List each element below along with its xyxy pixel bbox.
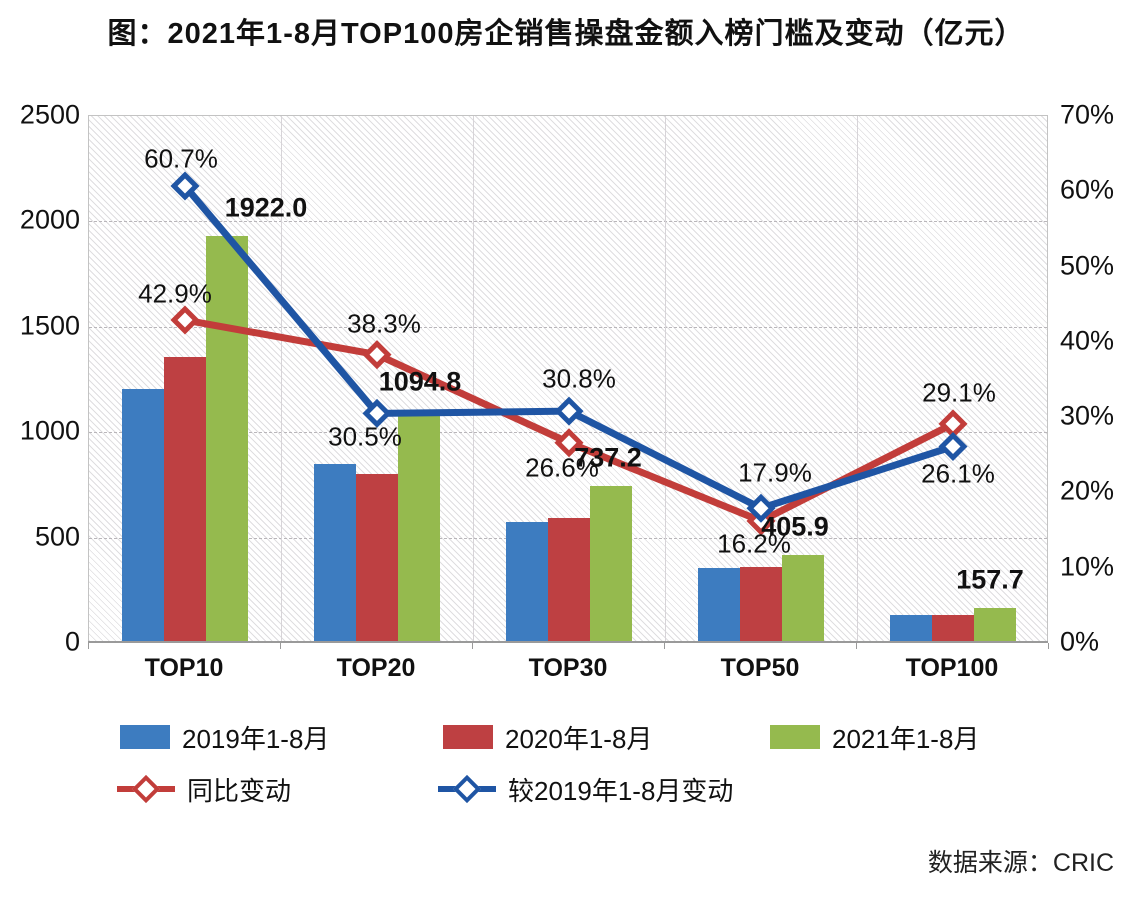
x-axis-tickmark: [280, 643, 281, 649]
left-axis-tick-label: 0: [64, 626, 80, 657]
left-axis-tick-label: 1500: [19, 310, 80, 341]
pct-label-较2019年1-8月变动-TOP50: 17.9%: [738, 457, 812, 488]
vertical-gridline: [665, 116, 666, 641]
x-axis-tickmark: [856, 643, 857, 649]
blue-line-marker-icon: [438, 774, 496, 804]
x-axis-tickmark: [88, 643, 89, 649]
bar-2019年1-8月-TOP100: [890, 614, 932, 641]
x-axis-label-TOP10: TOP10: [144, 654, 224, 682]
bar-2021年1-8月-TOP30: [590, 485, 632, 641]
x-axis-tickmark: [1048, 643, 1049, 649]
data-source-note: 数据来源：CRIC: [927, 849, 1114, 877]
plot-area: 1922.0 1094.8 737.2 405.9 157.7 42.9% 38.3% 26.…: [88, 115, 1048, 642]
right-axis-tick-label: 50%: [1060, 250, 1115, 281]
x-axis-tickmark: [664, 643, 665, 649]
right-axis-tick-label: 70%: [1060, 99, 1115, 130]
legend-label-vs2019-change: 较2019年1-8月变动: [508, 775, 734, 806]
bar-2020年1-8月-TOP100: [932, 615, 974, 641]
right-axis-tick-label: 10%: [1060, 551, 1115, 582]
value-label-TOP10: 1922.0: [224, 192, 308, 223]
marker-较2019年1-8月变动-TOP100: [938, 431, 968, 462]
legend-swatch-2020: [443, 725, 493, 749]
bar-2019年1-8月-TOP10: [122, 388, 164, 641]
vertical-gridline: [857, 116, 858, 641]
value-label-TOP50: 405.9: [761, 511, 829, 542]
legend-item-vs2019-change: 较2019年1-8月变动: [438, 774, 733, 806]
bar-2021年1-8月-TOP50: [782, 555, 824, 641]
pct-label-同比变动-TOP100: 29.1%: [922, 377, 996, 408]
bar-2020年1-8月-TOP50: [740, 567, 782, 641]
pct-label-同比变动-TOP30: 26.6%: [525, 452, 599, 483]
chart-title: 图：2021年1-8月TOP100房企销售操盘金额入榜门槛及变动（亿元）: [107, 18, 1025, 50]
value-label-TOP100: 157.7: [956, 564, 1024, 595]
left-axis-tick-label: 1000: [19, 415, 80, 446]
pct-label-较2019年1-8月变动-TOP20: 30.5%: [328, 421, 402, 452]
bar-2021年1-8月-TOP100: [974, 607, 1016, 641]
bar-2020年1-8月-TOP20: [356, 474, 398, 641]
x-axis-label-TOP100: TOP100: [905, 654, 999, 682]
line-series-layer: [170, 171, 968, 536]
right-axis-tick-label: 30%: [1060, 400, 1115, 431]
right-axis-tick-label: 20%: [1060, 475, 1115, 506]
left-axis-tick-label: 2500: [19, 99, 80, 130]
value-label-TOP30: 737.2: [574, 442, 642, 473]
legend-label-2021: 2021年1-8月: [832, 723, 980, 754]
bar-2020年1-8月-TOP10: [164, 357, 206, 641]
bar-2019年1-8月-TOP20: [314, 464, 356, 641]
x-axis-label-TOP20: TOP20: [336, 654, 416, 682]
bar-2021年1-8月-TOP20: [398, 410, 440, 641]
left-axis-tick-label: 2000: [19, 204, 80, 235]
x-axis-label-TOP50: TOP50: [720, 654, 800, 682]
legend-swatch-2019: [120, 725, 170, 749]
value-label-TOP20: 1094.8: [378, 366, 462, 397]
bar-2019年1-8月-TOP50: [698, 568, 740, 641]
vertical-gridline: [281, 116, 282, 641]
right-axis-tick-label: 0%: [1060, 626, 1100, 657]
pct-label-较2019年1-8月变动-TOP10: 60.7%: [144, 143, 218, 174]
pct-label-同比变动-TOP50: 16.2%: [717, 528, 791, 559]
marker-同比变动-TOP10: [170, 305, 200, 335]
pct-label-同比变动-TOP20: 38.3%: [347, 308, 421, 339]
marker-较2019年1-8月变动-TOP30: [554, 396, 584, 426]
legend-label-2019: 2019年1-8月: [182, 723, 330, 754]
marker-同比变动-TOP20: [362, 340, 392, 370]
pct-label-同比变动-TOP10: 42.9%: [138, 278, 212, 309]
marker-同比变动-TOP30: [554, 428, 584, 458]
pct-label-较2019年1-8月变动-TOP30: 30.8%: [542, 363, 616, 394]
horizontal-gridline: [89, 326, 1047, 328]
marker-较2019年1-8月变动-TOP50: [746, 493, 776, 523]
x-axis-label-TOP30: TOP30: [528, 654, 608, 682]
marker-较2019年1-8月变动-TOP20: [362, 398, 392, 428]
legend-item-2021: 2021年1-8月: [770, 723, 979, 754]
horizontal-gridline: [89, 221, 1047, 223]
x-axis-tickmark: [472, 643, 473, 649]
legend-item-2019: 2019年1-8月: [120, 723, 329, 754]
right-axis-tick-label: 60%: [1060, 174, 1115, 205]
vertical-gridline: [473, 116, 474, 641]
legend-item-2020: 2020年1-8月: [443, 723, 652, 754]
left-axis-tick-label: 500: [34, 521, 80, 552]
bar-2019年1-8月-TOP30: [506, 522, 548, 641]
right-axis-tick-label: 40%: [1060, 325, 1115, 356]
legend-label-2020: 2020年1-8月: [505, 723, 653, 754]
pct-label-较2019年1-8月变动-TOP100: 26.1%: [921, 458, 995, 488]
legend-label-yoy-change: 同比变动: [187, 775, 292, 806]
legend-item-yoy-change: 同比变动: [117, 774, 291, 806]
legend-swatch-2021: [770, 725, 820, 749]
bar-2021年1-8月-TOP10: [206, 235, 248, 641]
marker-较2019年1-8月变动-TOP10: [170, 171, 200, 201]
x-axis-line: [88, 641, 1048, 643]
red-line-marker-icon: [117, 774, 175, 804]
bar-2020年1-8月-TOP30: [548, 518, 590, 641]
